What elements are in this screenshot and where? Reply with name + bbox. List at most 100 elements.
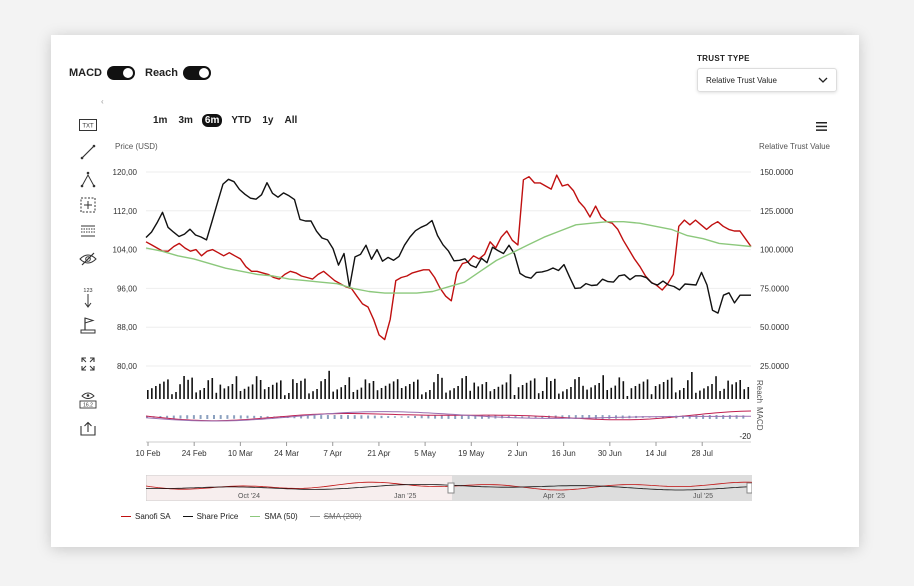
range-button-1y[interactable]: 1y xyxy=(262,115,274,126)
reach-bar xyxy=(179,384,181,399)
macd-histogram-bar xyxy=(367,415,370,419)
range-button-6m[interactable]: 6m xyxy=(201,114,223,127)
legend-item-sanofi-sa[interactable]: Sanofi SA xyxy=(121,512,171,521)
reach-bar xyxy=(453,388,455,399)
navigator-handle-right[interactable] xyxy=(746,482,752,494)
reach-bar xyxy=(739,380,742,399)
reach-bar xyxy=(344,385,347,399)
reach-bar xyxy=(300,380,302,399)
fibonacci-tool-icon[interactable] xyxy=(78,221,98,241)
macd-histogram-bar xyxy=(259,416,262,418)
range-button-all[interactable]: All xyxy=(284,115,298,126)
macd-histogram-bar xyxy=(601,415,604,419)
reach-bar xyxy=(501,384,504,399)
text-tool-icon[interactable]: TXT xyxy=(78,115,98,135)
hide-drawings-icon[interactable] xyxy=(78,249,98,269)
reach-bar xyxy=(505,382,508,399)
fullscreen-icon[interactable] xyxy=(78,354,98,374)
reach-bar xyxy=(622,381,625,399)
reach-bar xyxy=(642,381,645,399)
x-tick-label: 14 Jul xyxy=(645,449,667,458)
legend-item-sma-200-[interactable]: SMA (200) xyxy=(309,512,362,521)
range-button-1m[interactable]: 1m xyxy=(153,115,168,126)
chart-card: MACD Reach TRUST TYPE Relative Trust Val… xyxy=(51,35,859,547)
share-icon[interactable] xyxy=(78,418,98,438)
reach-bar xyxy=(457,386,459,399)
indicator-toggles: MACD Reach xyxy=(69,66,221,80)
reach-bar xyxy=(340,387,343,399)
range-button-3m[interactable]: 3m xyxy=(178,115,193,126)
reach-bar xyxy=(489,391,492,399)
navigator-selection[interactable] xyxy=(452,475,752,501)
macd-histogram-bar xyxy=(702,415,705,419)
reach-bar xyxy=(151,388,153,399)
reach-bar xyxy=(473,382,476,399)
reach-bar xyxy=(654,386,657,399)
reach-bar xyxy=(662,382,665,399)
macd-histogram-bar xyxy=(568,415,571,419)
legend-swatch xyxy=(182,516,193,517)
legend-item-sma-50-[interactable]: SMA (50) xyxy=(250,512,298,521)
macd-histogram-bar xyxy=(146,416,148,418)
flag-tool-icon[interactable] xyxy=(78,315,98,335)
navigator[interactable]: Oct '24 Jan '25 Apr '25 Jul '25 xyxy=(146,475,752,501)
collapse-toolbar-icon[interactable]: ‹ xyxy=(101,97,104,106)
reach-toggle[interactable] xyxy=(183,66,212,80)
range-button-ytd[interactable]: YTD xyxy=(231,115,252,126)
macd-toggle[interactable] xyxy=(107,66,135,80)
reach-label: Reach xyxy=(145,67,179,79)
reach-bar xyxy=(711,384,713,399)
trust-type-value: Relative Trust Value xyxy=(706,75,777,85)
visibility-value-icon[interactable]: 16.2 xyxy=(78,390,98,410)
legend-swatch xyxy=(250,516,261,517)
macd-line xyxy=(145,410,752,422)
reach-bar xyxy=(429,390,431,399)
measure-tool-icon[interactable] xyxy=(78,195,98,215)
right-tick-label: 125.0000 xyxy=(760,207,794,216)
macd-histogram-bar xyxy=(347,415,349,419)
reach-bar xyxy=(159,383,161,399)
trust-type-select[interactable]: Relative Trust Value xyxy=(697,68,837,92)
legend-swatch xyxy=(309,516,320,517)
reach-bar xyxy=(715,376,717,399)
reach-bar xyxy=(465,376,467,399)
reach-bar xyxy=(602,375,604,399)
hamburger-menu-icon[interactable] xyxy=(816,118,827,136)
macd-histogram-bar xyxy=(186,415,189,419)
reach-bar xyxy=(147,390,149,399)
reach-bar xyxy=(195,392,197,399)
legend-item-share-price[interactable]: Share Price xyxy=(182,512,239,521)
reach-bar xyxy=(163,381,165,399)
reach-bar xyxy=(332,391,334,399)
price-indicator-label: 123 xyxy=(83,288,92,294)
x-tick-label: 30 Jun xyxy=(598,449,622,458)
price-chart[interactable]: Price (USD) Relative Trust Value 120,001… xyxy=(51,35,859,475)
right-tick-label: 75.0000 xyxy=(760,284,789,293)
pitchfork-tool-icon[interactable] xyxy=(78,169,98,189)
legend-label: Share Price xyxy=(196,512,239,521)
series-lines xyxy=(145,174,752,341)
reach-bar xyxy=(606,390,609,399)
reach-bar xyxy=(231,384,234,399)
legend-swatch xyxy=(121,516,131,517)
macd-histogram-bar xyxy=(172,415,175,419)
right-tick-label: 150.0000 xyxy=(760,168,794,177)
legend: Sanofi SA Share Price SMA (50) SMA (200) xyxy=(121,512,374,521)
reach-bar xyxy=(167,379,169,399)
reach-bar xyxy=(376,390,379,399)
navigator-handle-left[interactable] xyxy=(447,482,455,494)
macd-histogram-bar xyxy=(226,415,229,419)
trust-type-label: TRUST TYPE xyxy=(697,54,750,63)
macd-axis-title: MACD xyxy=(755,407,764,431)
reach-bar xyxy=(292,379,294,399)
x-tick-label: 24 Feb xyxy=(182,449,207,458)
macd-histogram-bar xyxy=(313,415,316,419)
reach-bar xyxy=(203,388,206,399)
reach-bar xyxy=(263,389,266,399)
price-indicator-icon[interactable]: 123 xyxy=(78,285,98,309)
line-tool-icon[interactable] xyxy=(78,142,98,162)
x-tick-label: 24 Mar xyxy=(274,449,299,458)
macd-histogram-bar xyxy=(427,415,430,419)
reach-bar xyxy=(566,389,568,399)
reach-bar xyxy=(658,384,661,399)
